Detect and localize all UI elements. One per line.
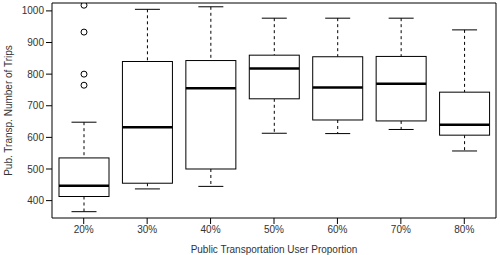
svg-text:20%: 20%	[74, 224, 94, 235]
svg-text:600: 600	[27, 132, 44, 143]
svg-text:400: 400	[27, 195, 44, 206]
svg-text:60%: 60%	[327, 224, 347, 235]
svg-text:800: 800	[27, 69, 44, 80]
svg-text:80%: 80%	[454, 224, 474, 235]
svg-text:70%: 70%	[391, 224, 411, 235]
svg-text:Pub. Transp. Number of Trips: Pub. Transp. Number of Trips	[8, 45, 14, 176]
svg-text:500: 500	[27, 164, 44, 175]
svg-text:30%: 30%	[137, 224, 157, 235]
svg-text:1000: 1000	[22, 5, 45, 16]
svg-text:900: 900	[27, 37, 44, 48]
svg-text:50%: 50%	[264, 224, 284, 235]
svg-text:700: 700	[27, 100, 44, 111]
svg-text:Public Transportation User Pro: Public Transportation User Proportion	[191, 244, 358, 255]
svg-text:40%: 40%	[201, 224, 221, 235]
